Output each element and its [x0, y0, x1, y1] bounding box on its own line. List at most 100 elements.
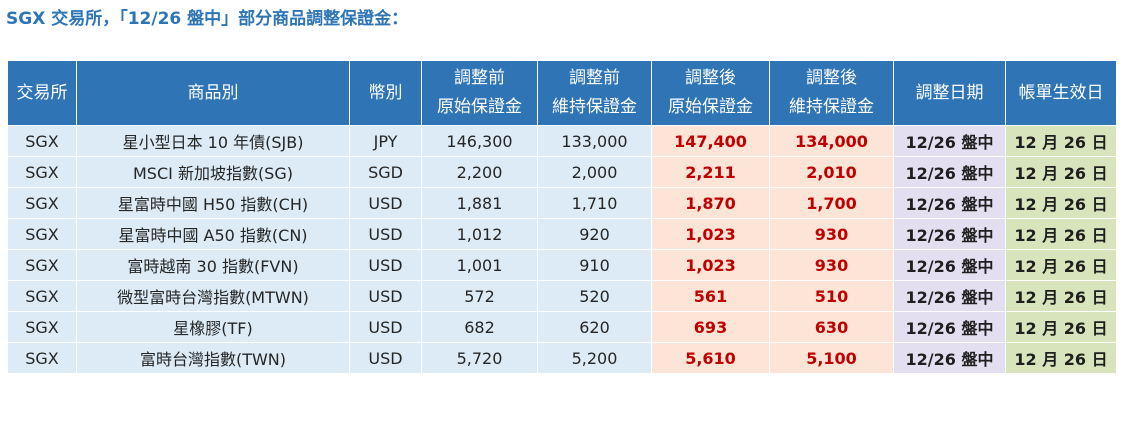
before-initial-cell: 1,012 — [421, 218, 538, 250]
adjust-date-cell: 12/26 盤中 — [893, 125, 1006, 157]
after-maintenance-cell: 134,000 — [769, 125, 894, 157]
table-row: SGX 星富時中國 H50 指數(CH) USD 1,881 1,710 1,870 1,7… — [7, 187, 1117, 219]
currency-cell: USD — [349, 187, 422, 219]
product-cell: 星富時中國 A50 指數(CN) — [76, 218, 350, 250]
after-initial-cell: 147,400 — [651, 125, 770, 157]
product-cell: MSCI 新加坡指數(SG) — [76, 156, 350, 188]
exchange-cell: SGX — [7, 311, 77, 343]
adjust-date-cell: 12/26 盤中 — [893, 156, 1006, 188]
before-maintenance-cell: 920 — [537, 218, 652, 250]
currency-cell: USD — [349, 311, 422, 343]
before-maintenance-cell: 5,200 — [537, 342, 652, 374]
before-maintenance-cell: 1,710 — [537, 187, 652, 219]
header-line: 帳單生效日 — [1018, 82, 1104, 103]
currency-cell: USD — [349, 218, 422, 250]
after-initial-cell: 2,211 — [651, 156, 770, 188]
after-initial-cell: 693 — [651, 311, 770, 343]
table-row: SGX 星小型日本 10 年債(SJB) JPY 146,300 133,000 147,… — [7, 125, 1117, 157]
table-row: SGX 富時台灣指數(TWN) USD 5,720 5,200 5,610 5,100 12/… — [7, 342, 1117, 374]
adjust-date-cell: 12/26 盤中 — [893, 187, 1006, 219]
after-maintenance-cell: 2,010 — [769, 156, 894, 188]
effective-date-cell: 12 月 26 日 — [1005, 280, 1117, 312]
header-after-maintenance: 調整後 維持保證金 — [769, 60, 894, 126]
currency-cell: USD — [349, 249, 422, 281]
header-adjust-date: 調整日期 — [893, 60, 1006, 126]
before-initial-cell: 682 — [421, 311, 538, 343]
adjust-date-cell: 12/26 盤中 — [893, 342, 1006, 374]
currency-cell: USD — [349, 342, 422, 374]
product-cell: 富時越南 30 指數(FVN) — [76, 249, 350, 281]
effective-date-cell: 12 月 26 日 — [1005, 249, 1117, 281]
table-row: SGX 星富時中國 A50 指數(CN) USD 1,012 920 1,023 930 12… — [7, 218, 1117, 250]
before-maintenance-cell: 133,000 — [537, 125, 652, 157]
effective-date-cell: 12 月 26 日 — [1005, 156, 1117, 188]
exchange-cell: SGX — [7, 125, 77, 157]
table-row: SGX 微型富時台灣指數(MTWN) USD 572 520 561 510 12/26 盤中… — [7, 280, 1117, 312]
after-maintenance-cell: 930 — [769, 249, 894, 281]
before-maintenance-cell: 620 — [537, 311, 652, 343]
header-line: 原始保證金 — [668, 97, 753, 117]
after-maintenance-cell: 5,100 — [769, 342, 894, 374]
after-maintenance-cell: 630 — [769, 311, 894, 343]
adjust-date-cell: 12/26 盤中 — [893, 218, 1006, 250]
exchange-cell: SGX — [7, 156, 77, 188]
before-initial-cell: 572 — [421, 280, 538, 312]
before-initial-cell: 2,200 — [421, 156, 538, 188]
before-initial-cell: 146,300 — [421, 125, 538, 157]
after-maintenance-cell: 930 — [769, 218, 894, 250]
header-line: 交易所 — [16, 82, 68, 103]
before-maintenance-cell: 910 — [537, 249, 652, 281]
header-line: 調整後 — [685, 68, 736, 88]
header-before-maintenance: 調整前 維持保證金 — [537, 60, 652, 126]
effective-date-cell: 12 月 26 日 — [1005, 218, 1117, 250]
header-line: 調整前 — [454, 68, 505, 88]
after-initial-cell: 1,023 — [651, 249, 770, 281]
header-product: 商品別 — [76, 60, 350, 126]
effective-date-cell: 12 月 26 日 — [1005, 311, 1117, 343]
before-maintenance-cell: 2,000 — [537, 156, 652, 188]
before-initial-cell: 1,001 — [421, 249, 538, 281]
header-exchange: 交易所 — [7, 60, 77, 126]
adjust-date-cell: 12/26 盤中 — [893, 249, 1006, 281]
exchange-cell: SGX — [7, 187, 77, 219]
before-initial-cell: 1,881 — [421, 187, 538, 219]
currency-cell: USD — [349, 280, 422, 312]
product-cell: 微型富時台灣指數(MTWN) — [76, 280, 350, 312]
header-line: 維持保證金 — [552, 97, 637, 117]
table-row: SGX 富時越南 30 指數(FVN) USD 1,001 910 1,023 930 12/… — [7, 249, 1117, 281]
header-line: 調整後 — [806, 68, 857, 88]
before-maintenance-cell: 520 — [537, 280, 652, 312]
header-line: 商品別 — [187, 82, 239, 103]
header-after-initial: 調整後 原始保證金 — [651, 60, 770, 126]
header-line: 維持保證金 — [789, 97, 874, 117]
page-title: SGX 交易所，「12/26 盤中」部分商品調整保證金： — [6, 9, 409, 29]
header-effective-date: 帳單生效日 — [1005, 60, 1117, 126]
product-cell: 星橡膠(TF) — [76, 311, 350, 343]
after-maintenance-cell: 510 — [769, 280, 894, 312]
product-cell: 星富時中國 H50 指數(CH) — [76, 187, 350, 219]
exchange-cell: SGX — [7, 249, 77, 281]
header-line: 原始保證金 — [437, 97, 522, 117]
header-line: 調整日期 — [915, 82, 984, 103]
header-row: 交易所 商品別 幣別 調整前 原始保證金 調整前 維持保證金 調整後 原始保證金 調整後 維持保證金… — [7, 60, 1117, 126]
product-cell: 富時台灣指數(TWN) — [76, 342, 350, 374]
margin-adjustment-table: 交易所 商品別 幣別 調整前 原始保證金 調整前 維持保證金 調整後 原始保證金 調整後 維持保證金… — [7, 60, 1117, 374]
table-row: SGX MSCI 新加坡指數(SG) SGD 2,200 2,000 2,211 2,010… — [7, 156, 1117, 188]
effective-date-cell: 12 月 26 日 — [1005, 342, 1117, 374]
before-initial-cell: 5,720 — [421, 342, 538, 374]
after-initial-cell: 1,870 — [651, 187, 770, 219]
table-row: SGX 星橡膠(TF) USD 682 620 693 630 12/26 盤中 12 月 26… — [7, 311, 1117, 343]
exchange-cell: SGX — [7, 342, 77, 374]
header-line: 幣別 — [368, 82, 403, 103]
header-line: 調整前 — [569, 68, 620, 88]
after-initial-cell: 1,023 — [651, 218, 770, 250]
effective-date-cell: 12 月 26 日 — [1005, 187, 1117, 219]
header-before-initial: 調整前 原始保證金 — [421, 60, 538, 126]
currency-cell: SGD — [349, 156, 422, 188]
table-header: 交易所 商品別 幣別 調整前 原始保證金 調整前 維持保證金 調整後 原始保證金 調整後 維持保證金… — [7, 60, 1117, 126]
currency-cell: JPY — [349, 125, 422, 157]
after-initial-cell: 561 — [651, 280, 770, 312]
after-initial-cell: 5,610 — [651, 342, 770, 374]
adjust-date-cell: 12/26 盤中 — [893, 280, 1006, 312]
after-maintenance-cell: 1,700 — [769, 187, 894, 219]
